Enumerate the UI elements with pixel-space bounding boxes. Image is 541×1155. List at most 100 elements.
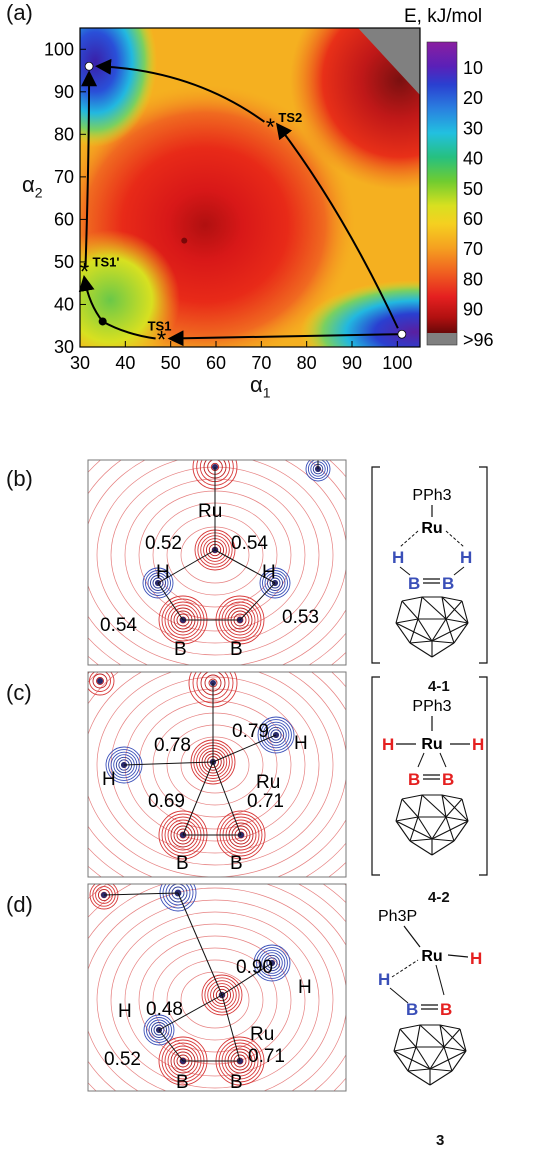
- s3-ligand: Ph3P: [378, 908, 417, 925]
- s1-h-left: H: [392, 548, 404, 567]
- b-label-h-left: H: [156, 562, 170, 583]
- y-tick-label-80: 80: [54, 124, 74, 144]
- b-label-h-right: H: [262, 562, 276, 583]
- s2-b-left: B: [408, 770, 420, 789]
- s3-h-left: H: [378, 970, 390, 989]
- s1-b-left: B: [408, 574, 420, 593]
- s1-ligand: PPh3: [412, 487, 451, 504]
- ts-star-0: *: [157, 326, 166, 353]
- ts-star-2: *: [266, 114, 275, 141]
- panel-label-d: (d): [6, 892, 33, 917]
- colorbar-tick-2: 30: [463, 118, 483, 138]
- s1-metal: Ru: [421, 520, 442, 537]
- s3-b-left: B: [406, 1000, 418, 1019]
- path-ts2-to-a: [95, 58, 265, 123]
- s3-metal: Ru: [421, 948, 442, 965]
- colorbar-tick-3: 40: [463, 149, 483, 169]
- colorbar-title: E, kJ/mol: [404, 6, 482, 27]
- b-value-4: 0.53: [282, 607, 319, 628]
- minimum-point-top-left: [84, 61, 94, 71]
- colorbar-tick-9: >96: [463, 330, 494, 350]
- colorbar-tick-7: 80: [463, 269, 483, 289]
- contour-panels: Ru H H B B 0.52 0.54 0.54 0.53 Ru H H B …: [87, 459, 488, 1093]
- s3-b-right: B: [440, 1000, 452, 1019]
- d-value-1: 0.90: [236, 957, 273, 978]
- intermediate-point: [98, 317, 107, 326]
- colorbar: [426, 41, 458, 346]
- y-tick-label-60: 60: [54, 209, 74, 229]
- center-point: [181, 237, 188, 244]
- x-tick-label-50: 50: [161, 353, 181, 373]
- colorbar-tick-1: 20: [463, 88, 483, 108]
- x-tick-label-70: 70: [251, 353, 271, 373]
- y-tick-label-40: 40: [54, 294, 74, 314]
- y-axis-title: α2: [22, 172, 43, 201]
- d-value-3: 0.71: [248, 1046, 285, 1067]
- minimum-point-bottom-right: [397, 329, 407, 339]
- b-value-3: 0.54: [100, 615, 137, 636]
- x-tick-label-80: 80: [297, 353, 317, 373]
- structure-name-4-1: 4-1: [428, 678, 450, 695]
- s3-h-right: H: [470, 949, 482, 968]
- x-tick-label-30: 30: [70, 353, 90, 373]
- y-tick-label-30: 30: [54, 337, 74, 357]
- c-label-b-right: B: [230, 853, 243, 874]
- structure-name-3: 3: [436, 1132, 445, 1149]
- path-b-to-ts2: [275, 122, 399, 329]
- y-tick-label-50: 50: [54, 252, 74, 272]
- s1-h-right: H: [460, 548, 472, 567]
- x-tick-label-90: 90: [342, 353, 362, 373]
- s2-ligand: PPh3: [412, 698, 451, 715]
- c-label-h-left: H: [102, 769, 116, 790]
- structure-name-4-2: 4-2: [428, 889, 450, 906]
- c-label-b-left: B: [176, 853, 189, 874]
- s2-b-right: B: [442, 770, 454, 789]
- d-value-2: 0.48: [146, 999, 183, 1020]
- c-label-ru: Ru: [256, 772, 280, 793]
- c-value-1: 0.78: [154, 735, 191, 756]
- s2-h-left: H: [382, 735, 394, 754]
- c-label-h-right: H: [294, 733, 308, 754]
- c-value-2: 0.79: [232, 721, 269, 742]
- path-ts1p-to-a: [81, 70, 98, 267]
- b-value-1: 0.52: [145, 533, 182, 554]
- y-tick-label-100: 100: [44, 39, 74, 59]
- x-tick-label-60: 60: [206, 353, 226, 373]
- d-value-4: 0.52: [104, 1049, 141, 1070]
- ts-label-2: TS2: [278, 110, 302, 125]
- colorbar-tick-8: 90: [463, 300, 483, 320]
- colorbar-tick-0: 10: [463, 58, 483, 78]
- panel-label-b: (b): [6, 466, 33, 491]
- s2-metal: Ru: [421, 736, 442, 753]
- panel-label-a: (a): [6, 0, 33, 25]
- d-label-h-right: H: [298, 977, 312, 998]
- c-value-4: 0.71: [247, 791, 284, 812]
- x-tick-label-100: 100: [382, 353, 412, 373]
- path-ts1-to-int: [102, 320, 156, 340]
- heatmap-field: [80, 28, 420, 347]
- x-tick-label-40: 40: [115, 353, 135, 373]
- panel-label-c: (c): [6, 680, 32, 705]
- colorbar-tick-5: 60: [463, 209, 483, 229]
- ts-star-1: *: [80, 258, 89, 285]
- d-label-b-left: B: [176, 1072, 189, 1093]
- d-label-ru: Ru: [250, 1024, 274, 1045]
- b-label-b-right: B: [230, 639, 243, 660]
- colorbar-tick-4: 50: [463, 179, 483, 199]
- b-label-b-left: B: [174, 639, 187, 660]
- ts-label-0: TS1: [148, 318, 172, 333]
- path-b-to-ts1: [167, 330, 398, 347]
- c-value-3: 0.69: [148, 791, 185, 812]
- b-value-2: 0.54: [231, 533, 268, 554]
- ts-label-1: TS1': [93, 254, 120, 269]
- d-label-h-left: H: [118, 1001, 132, 1022]
- s1-b-right: B: [442, 574, 454, 593]
- s2-h-right: H: [472, 735, 484, 754]
- colorbar-tick-6: 70: [463, 239, 483, 259]
- y-tick-label-70: 70: [54, 167, 74, 187]
- y-tick-label-90: 90: [54, 82, 74, 102]
- x-axis-title: α1: [250, 372, 271, 401]
- d-label-b-right: B: [230, 1072, 243, 1093]
- b-label-ru: Ru: [198, 501, 222, 522]
